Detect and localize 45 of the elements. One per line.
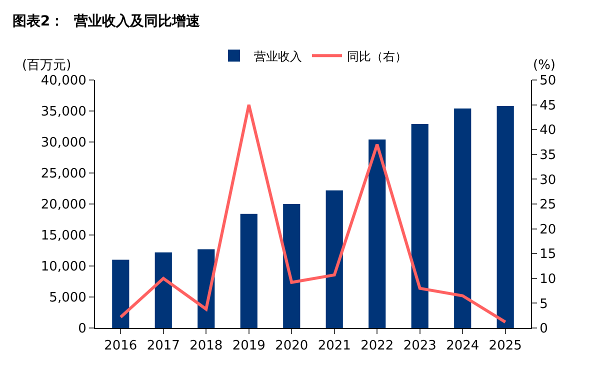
y-tick-label: 30,000 [40,136,86,151]
bar [411,124,428,328]
y-tick-label: 25,000 [40,166,86,182]
y-tick-label: 10,000 [40,260,86,275]
y2-tick-label: 15 [540,247,556,262]
y2-tick-label: 50 [540,74,556,89]
y2-tick-label: 0 [540,322,548,337]
legend-label: 同比（右） [347,49,407,64]
y-tick-label: 40,000 [40,74,86,89]
y-tick-label: 0 [78,322,86,337]
x-tick-label: 2019 [232,338,266,354]
y2-tick-label: 10 [540,272,556,287]
x-tick-label: 2025 [488,338,522,354]
x-tick-label: 2016 [104,338,138,354]
y-tick-label: 20,000 [40,198,86,213]
line-series [119,103,507,324]
y2-axis-title: (%) [533,58,556,73]
bar [112,260,130,328]
x-tick-label: 2017 [146,338,180,354]
y-axis-title: (百万元) [22,58,72,73]
bar [283,204,300,328]
chart-title: 图表2： 营业收入及同比增速 [12,13,201,30]
y-tick-label: 15,000 [40,228,86,244]
y-tick-label: 35,000 [40,104,86,120]
bar [454,108,472,328]
bar [326,190,343,328]
legend-label: 营业收入 [254,49,302,64]
bar [154,252,172,328]
y2-tick-label: 20 [540,222,556,238]
x-tick-label: 2023 [403,338,436,354]
y2-tick-label: 35 [540,148,556,163]
x-tick-label: 2024 [446,338,480,354]
y-tick-label: 5,000 [49,290,86,306]
bar [368,140,386,328]
bar [240,214,258,328]
x-tick-label: 2022 [360,338,394,354]
y2-tick-label: 25 [540,198,556,213]
x-tick-label: 2021 [318,338,351,354]
bar [496,106,514,328]
x-tick-label: 2020 [275,338,308,354]
y2-tick-label: 5 [540,296,548,312]
y2-tick-label: 40 [540,123,556,138]
y2-tick-label: 45 [540,98,556,114]
y2-tick-label: 30 [540,172,556,188]
x-tick-label: 2018 [190,338,223,354]
